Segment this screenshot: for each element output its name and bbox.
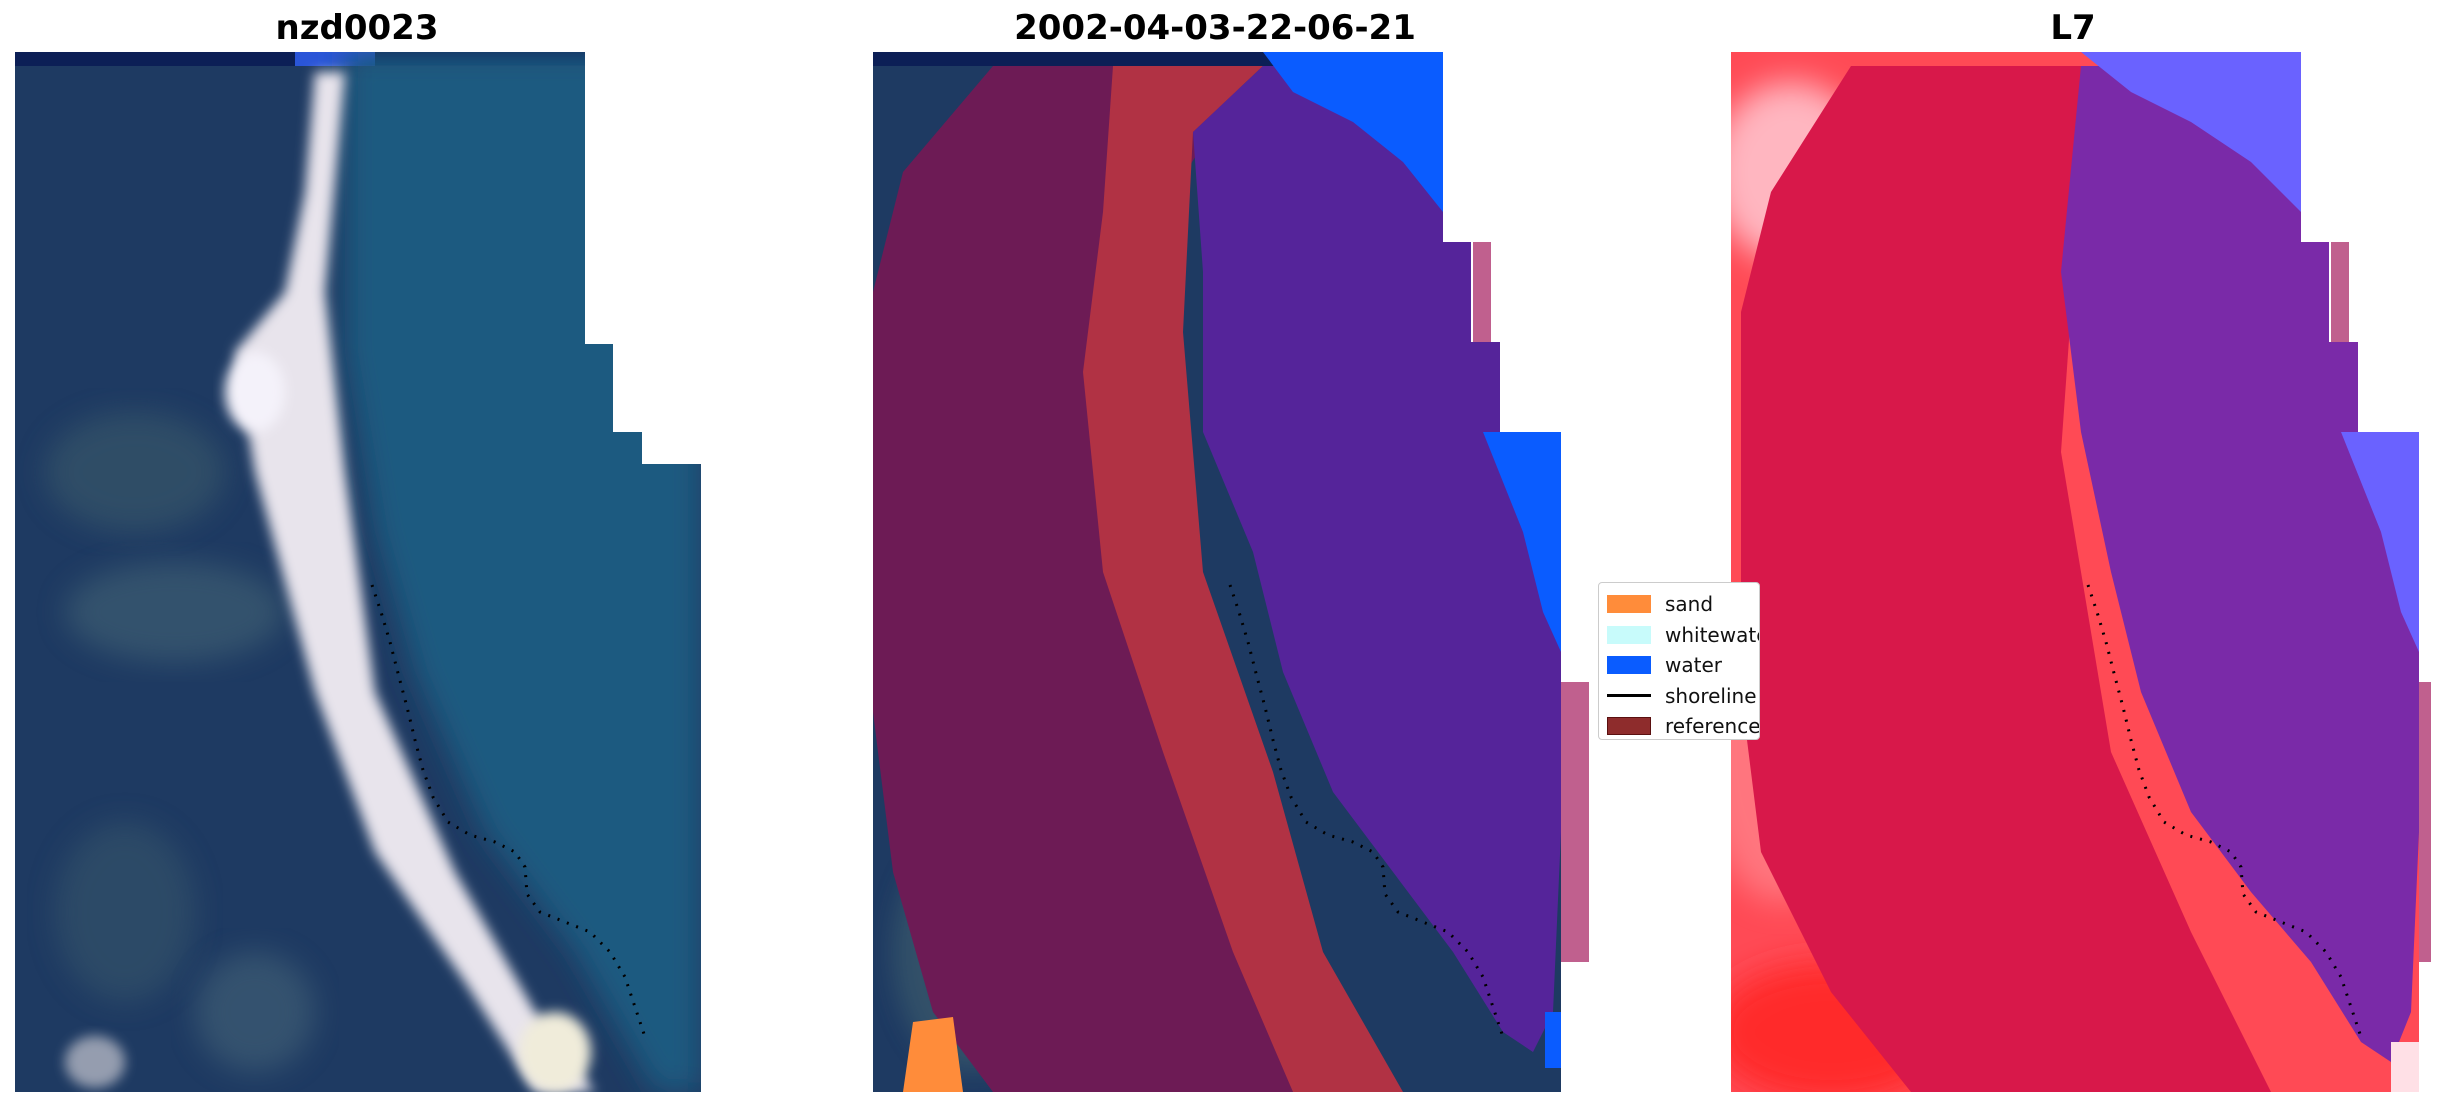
legend-item-sand: sand [1607, 589, 1751, 620]
legend-item-whitewater: whitewater [1607, 620, 1759, 651]
legend-item-shoreline: shoreline [1607, 681, 1757, 712]
panel-title-3: L7 [2050, 8, 2096, 48]
shoreline-trace-3 [2086, 584, 2363, 1038]
whitewater-swatch [1607, 625, 1651, 644]
legend-label-shoreline: shoreline [1665, 683, 1757, 708]
reference-outline-strip [1473, 242, 1589, 962]
shoreline-swatch [1607, 694, 1651, 698]
rgb-image-panel [15, 52, 701, 1092]
legend-item-reference: reference [1607, 711, 1759, 739]
l7-red-region [1741, 66, 2271, 1092]
legend-item-water: water [1607, 650, 1751, 681]
shoreline-trace-2 [1228, 584, 1505, 1038]
legend-label-sand: sand [1665, 592, 1714, 617]
legend: sand whitewater water shoreline referenc… [1598, 582, 1760, 740]
class-land-region [873, 66, 1293, 1092]
water-swatch [1607, 656, 1651, 675]
legend-label-whitewater: whitewater [1665, 622, 1759, 647]
panel-title-2: 2002-04-03-22-06-21 [1014, 8, 1416, 48]
class-water-region [1193, 66, 1561, 1052]
shoreline-trace-1 [370, 584, 647, 1038]
class-sand-region [1083, 66, 1403, 1092]
panel-title-1: nzd0023 [275, 8, 439, 48]
sand-swatch [1607, 595, 1651, 614]
classification-panel [873, 52, 1593, 1092]
legend-label-water: water [1665, 653, 1722, 678]
l7-panel [1731, 52, 2431, 1092]
rgb-image [15, 52, 701, 1092]
sand-patch [903, 1017, 963, 1092]
legend-label-reference: reference [1665, 714, 1760, 739]
reference-swatch [1607, 717, 1651, 736]
